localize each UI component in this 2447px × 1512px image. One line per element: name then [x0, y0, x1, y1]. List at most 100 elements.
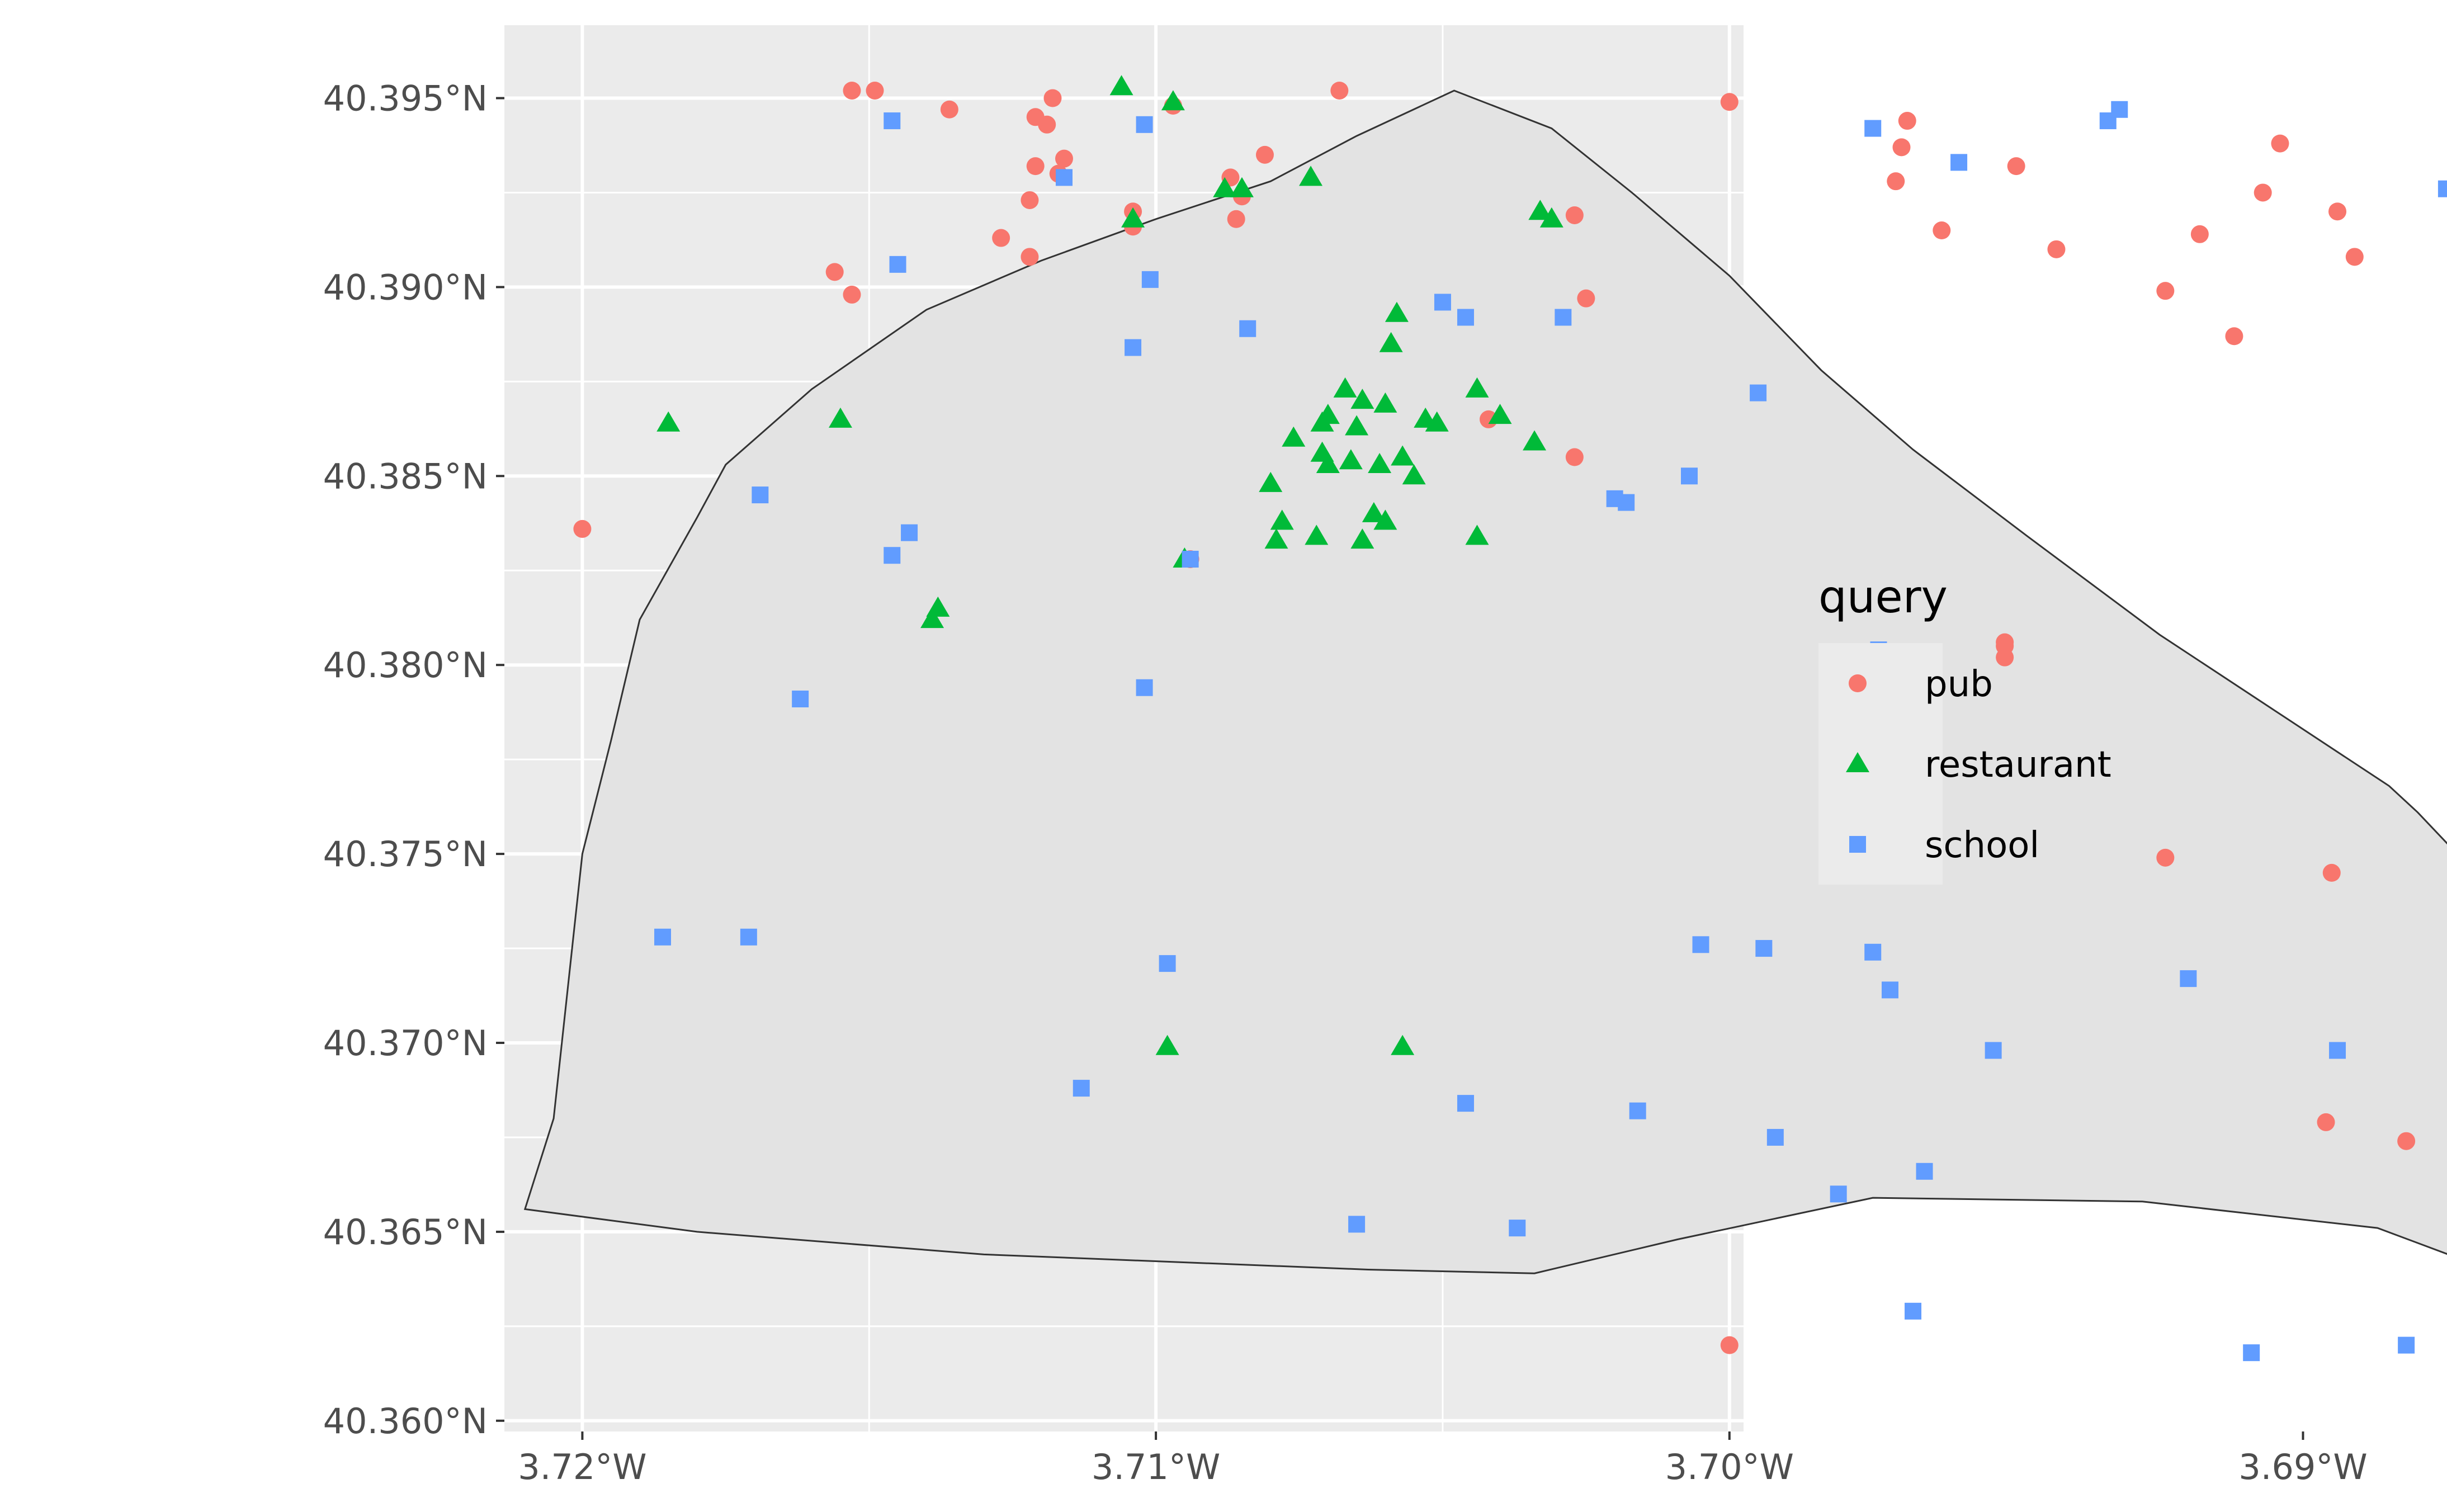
series-pub [573, 81, 2416, 1354]
pub-point [2254, 183, 2272, 202]
y-tick-label: 40.395°N [323, 78, 488, 119]
pub-point [2328, 202, 2347, 221]
school-point [1864, 943, 1882, 961]
pub-point [843, 285, 861, 304]
pub-point [2225, 327, 2243, 346]
restaurant-point [1213, 177, 1237, 197]
restaurant-point [1488, 404, 1512, 424]
pub-point [940, 100, 958, 119]
school-point [2180, 970, 2197, 987]
y-tick-label: 40.375°N [323, 834, 488, 875]
restaurant-point [1259, 471, 1283, 492]
legend-label-restaurant: restaurant [1925, 744, 2111, 786]
pub-point [1021, 248, 1039, 266]
school-point [1136, 679, 1153, 696]
school-point [889, 256, 906, 273]
school-point [901, 524, 918, 541]
pub-point [1892, 138, 1911, 157]
school-point [2329, 1042, 2346, 1059]
restaurant-point [1465, 525, 1489, 545]
y-axis: 40.360°N 40.365°N 40.370°N 40.375°N 40.380°N… [323, 78, 504, 1442]
pub-point [843, 81, 861, 100]
school-point [1985, 1042, 2002, 1059]
x-tick-label: 3.72°W [518, 1447, 646, 1487]
school-point [1348, 1216, 1366, 1233]
school-point [752, 486, 769, 504]
pub-point [825, 263, 844, 281]
restaurant-point [1350, 389, 1374, 409]
restaurant-point [1539, 207, 1563, 228]
school-point [1629, 1102, 1646, 1119]
legend-item-pub: pub [1849, 664, 1993, 705]
restaurant-point [1345, 415, 1369, 436]
region-boundary [523, 89, 2447, 1274]
pub-point [1996, 648, 2014, 667]
restaurant-point [1465, 377, 1489, 398]
legend-item-school: school [1849, 825, 2039, 866]
pub-point [1565, 206, 1584, 224]
school-point [1905, 1302, 1922, 1320]
y-tick-label: 40.370°N [323, 1023, 488, 1064]
pub-point [1577, 289, 1595, 308]
restaurant-point [1523, 430, 1547, 451]
pub-point [992, 229, 1010, 247]
pub-point [2271, 134, 2289, 153]
legend: query pub restaurant school [1818, 571, 2111, 885]
school-point [1555, 309, 1572, 326]
pub-point [1330, 81, 1349, 100]
pub-point [1021, 191, 1039, 209]
pub-point [2047, 240, 2066, 258]
school-point [1159, 955, 1176, 972]
pub-point [2156, 282, 2175, 300]
series-restaurant [656, 75, 1563, 1055]
school-point [1073, 1080, 1090, 1097]
legend-label-pub: pub [1925, 664, 1993, 705]
pub-point [1898, 112, 1916, 130]
restaurant-point [1373, 509, 1397, 530]
school-point [1239, 320, 1256, 337]
school-point [2398, 1336, 2415, 1354]
restaurant-point [1362, 502, 1386, 522]
restaurant-point [1299, 166, 1323, 186]
school-point [1125, 339, 1142, 356]
legend-label-school: school [1925, 825, 2039, 866]
legend-item-restaurant: restaurant [1846, 744, 2111, 786]
restaurant-point [1528, 200, 1552, 220]
restaurant-point [1155, 1034, 1179, 1055]
pub-point [1026, 157, 1045, 176]
x-axis: 3.72°W3.71°W3.70°W3.69°W3.68°W [518, 1431, 2368, 1487]
school-point [1509, 1220, 1526, 1237]
restaurant-point [1391, 1034, 1415, 1055]
school-point [1766, 1128, 1784, 1146]
pub-point [1720, 1336, 1739, 1354]
data-points [573, 75, 2447, 1362]
school-point [2437, 180, 2447, 197]
pub-point [573, 519, 592, 538]
school-point [654, 928, 671, 946]
y-tick-label: 40.390°N [323, 267, 488, 308]
restaurant-point [1391, 445, 1415, 466]
school-point [1457, 309, 1474, 326]
restaurant-point [1161, 90, 1185, 111]
school-point [1750, 384, 1767, 401]
pub-point [1227, 210, 1245, 228]
pub-point [2156, 848, 2175, 867]
restaurant-point [1282, 426, 1306, 447]
y-tick-label: 40.360°N [323, 1401, 488, 1442]
pub-point [2345, 248, 2364, 266]
restaurant-point [1425, 411, 1449, 432]
pub-point [1887, 172, 1905, 191]
school-point [1182, 550, 1199, 568]
restaurant-point [1333, 377, 1357, 398]
restaurant-point [1385, 301, 1409, 322]
pub-point [1565, 448, 1584, 466]
restaurant-point [1264, 528, 1288, 549]
restaurant-point [656, 411, 681, 432]
pub-point [1255, 145, 1274, 164]
legend-key-background [1818, 643, 1943, 885]
school-point [1136, 116, 1153, 133]
restaurant-point [1368, 453, 1392, 474]
restaurant-point [1270, 509, 1294, 530]
school-point [2111, 101, 2128, 118]
